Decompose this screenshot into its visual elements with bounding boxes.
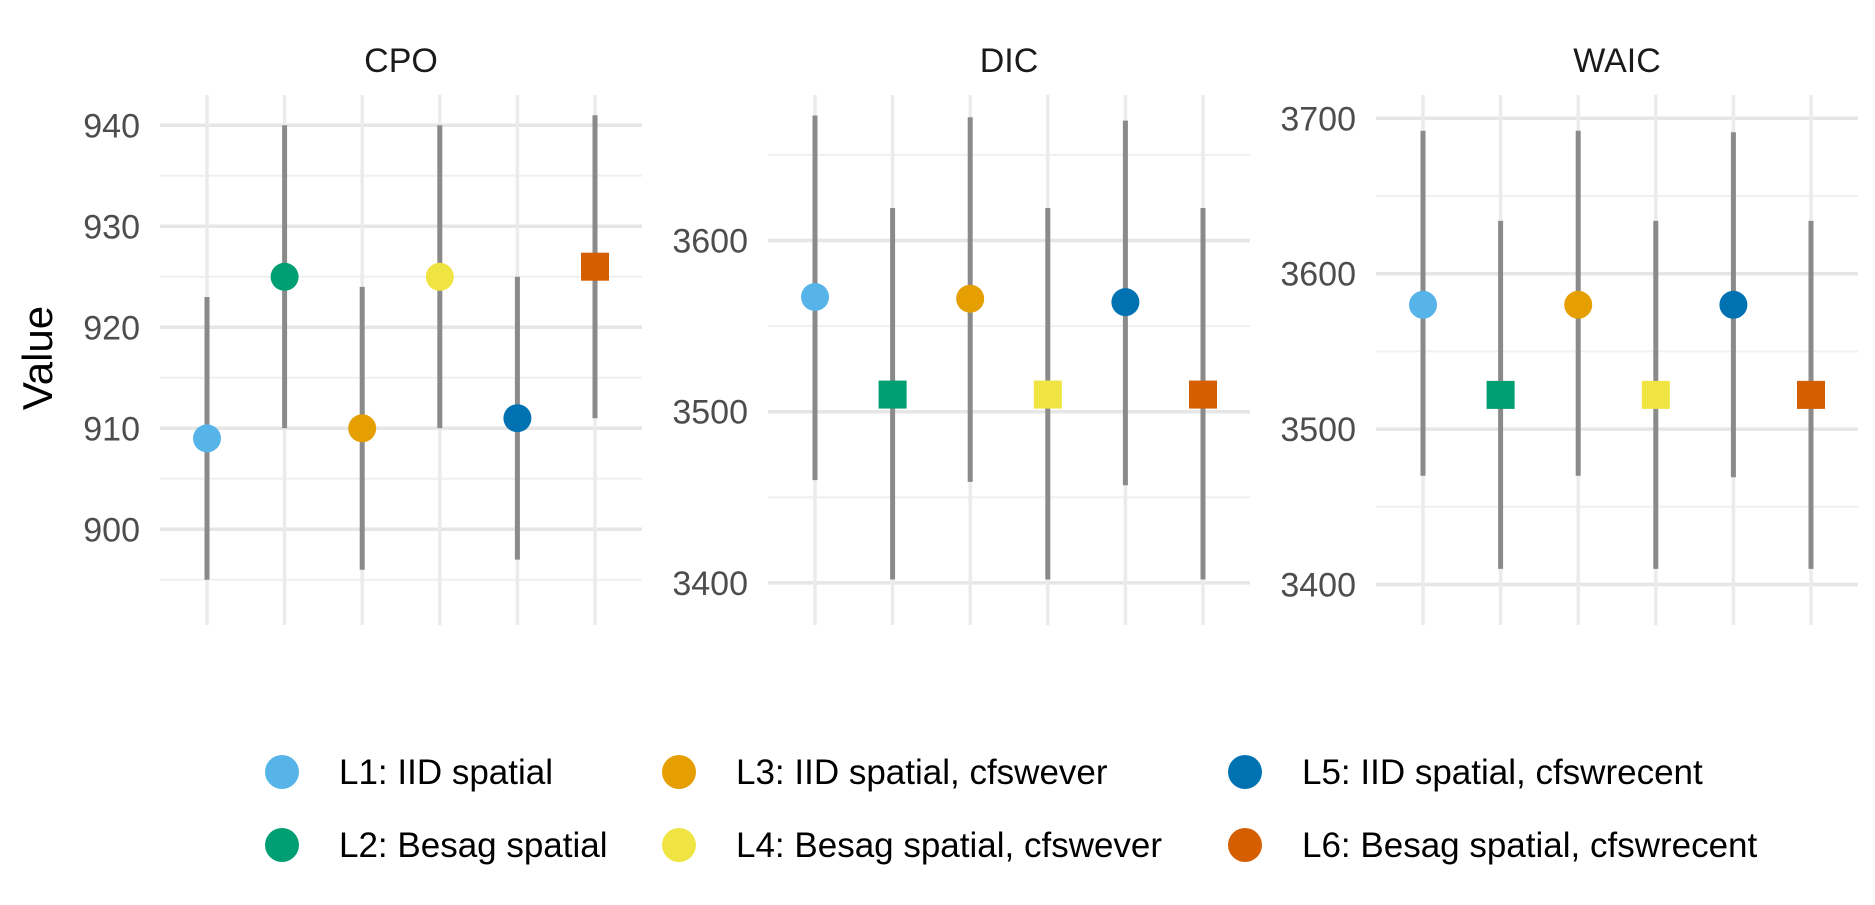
y-tick-label: 3500: [1280, 411, 1356, 449]
y-tick-label: 3400: [672, 565, 748, 603]
legend-key-circle: [265, 755, 299, 789]
y-tick-label: 3700: [1280, 100, 1356, 138]
panel-dic: 3400 3500 3600 DIC: [672, 42, 1250, 625]
data-point-square: [1189, 380, 1217, 409]
facet-title-cpo: CPO: [364, 42, 438, 80]
panel-cpo: 900 910 920 930 940 CPO: [83, 42, 642, 625]
data-point-square: [1033, 380, 1062, 409]
y-tick-label: 3500: [672, 394, 748, 432]
legend-label: L6: Besag spatial, cfswrecent: [1302, 826, 1758, 865]
legend-item: L3: IID spatial, cfswever: [662, 753, 1108, 792]
y-tick-label: 3400: [1280, 566, 1356, 604]
legend-key-circle: [662, 755, 696, 789]
legend-label: L1: IID spatial: [339, 753, 553, 792]
y-tick-label: 940: [83, 107, 140, 145]
legend-key-circle: [1228, 755, 1262, 789]
panel-waic: 3400 3500 3600 3700 WAIC: [1280, 42, 1858, 625]
legend-item: L6: Besag spatial, cfswrecent: [1228, 826, 1758, 865]
data-point-square: [1641, 380, 1670, 409]
legend-item: L4: Besag spatial, cfswever: [662, 826, 1162, 865]
facet-title-waic: WAIC: [1573, 42, 1661, 80]
data-point-circle: [503, 404, 532, 433]
y-tick-label: 3600: [1280, 256, 1356, 294]
data-point-circle: [956, 284, 985, 313]
data-point-circle: [1719, 290, 1748, 319]
legend-key-circle: [1228, 828, 1262, 862]
legend-key-circle: [265, 828, 299, 862]
data-point-circle: [1564, 290, 1593, 319]
data-point-circle: [348, 414, 377, 443]
y-tick-label: 920: [83, 309, 140, 347]
data-point-circle: [270, 262, 299, 291]
data-point-square: [581, 252, 609, 281]
legend-item: L1: IID spatial: [265, 753, 553, 792]
data-point-circle: [1111, 288, 1140, 317]
legend-label: L3: IID spatial, cfswever: [736, 753, 1108, 792]
y-tick-label: 910: [83, 410, 140, 448]
data-point-circle: [425, 262, 454, 291]
legend-item: L5: IID spatial, cfswrecent: [1228, 753, 1703, 792]
data-point-circle: [1409, 290, 1437, 319]
data-point-square: [1797, 380, 1825, 409]
y-axis-title: Value: [14, 306, 61, 410]
legend-label: L2: Besag spatial: [339, 826, 608, 865]
y-tick-label: 900: [83, 511, 140, 549]
data-point-square: [878, 380, 907, 409]
legend-label: L5: IID spatial, cfswrecent: [1302, 753, 1703, 792]
legend-key-circle: [662, 828, 696, 862]
y-tick-label: 3600: [672, 223, 748, 261]
data-point-circle: [193, 424, 221, 453]
facet-title-dic: DIC: [980, 42, 1039, 80]
y-tick-label: 930: [83, 208, 140, 246]
legend-label: L4: Besag spatial, cfswever: [736, 826, 1162, 865]
data-point-square: [1486, 380, 1515, 409]
legend-item: L2: Besag spatial: [265, 826, 608, 865]
data-point-circle: [801, 283, 829, 311]
